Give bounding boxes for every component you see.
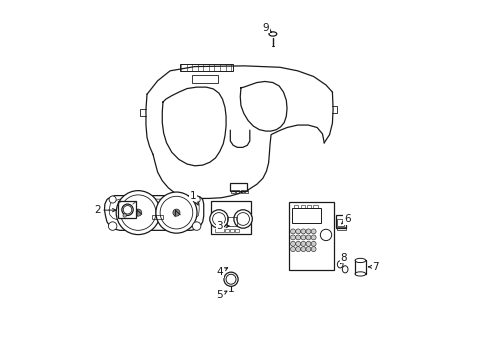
Ellipse shape bbox=[354, 258, 365, 262]
Polygon shape bbox=[104, 195, 203, 230]
Bar bbox=[241, 190, 244, 193]
Text: 4: 4 bbox=[216, 267, 227, 277]
Circle shape bbox=[108, 222, 117, 230]
Text: 7: 7 bbox=[368, 262, 378, 272]
Ellipse shape bbox=[268, 32, 276, 36]
Circle shape bbox=[134, 209, 142, 216]
Circle shape bbox=[209, 210, 228, 228]
Circle shape bbox=[156, 192, 197, 233]
Bar bbox=[192, 75, 217, 82]
Circle shape bbox=[224, 272, 238, 286]
Circle shape bbox=[300, 241, 305, 246]
Bar bbox=[226, 217, 237, 226]
Circle shape bbox=[290, 241, 295, 246]
Bar bbox=[236, 190, 239, 193]
Ellipse shape bbox=[354, 272, 365, 276]
Bar bbox=[220, 229, 224, 233]
Bar bbox=[231, 190, 234, 193]
Text: 6: 6 bbox=[341, 214, 350, 224]
Bar bbox=[235, 229, 238, 233]
Bar bbox=[335, 215, 345, 228]
Circle shape bbox=[300, 247, 305, 252]
Bar bbox=[300, 205, 304, 208]
Circle shape bbox=[295, 241, 300, 246]
Circle shape bbox=[295, 247, 300, 252]
Circle shape bbox=[290, 229, 295, 234]
Circle shape bbox=[310, 229, 315, 234]
Circle shape bbox=[310, 247, 315, 252]
Circle shape bbox=[122, 204, 133, 215]
Text: 9: 9 bbox=[262, 23, 271, 33]
Bar bbox=[118, 201, 136, 218]
Circle shape bbox=[300, 229, 305, 234]
Circle shape bbox=[295, 229, 300, 234]
Circle shape bbox=[116, 191, 160, 235]
Circle shape bbox=[300, 235, 305, 240]
Bar bbox=[337, 219, 343, 226]
Circle shape bbox=[310, 241, 315, 246]
Circle shape bbox=[305, 241, 310, 246]
Bar bbox=[336, 228, 345, 230]
Text: 3: 3 bbox=[216, 221, 229, 231]
Circle shape bbox=[305, 229, 310, 234]
Bar bbox=[225, 229, 228, 233]
Circle shape bbox=[192, 222, 201, 230]
Circle shape bbox=[320, 229, 331, 240]
Circle shape bbox=[290, 247, 295, 252]
Bar bbox=[152, 215, 163, 219]
Circle shape bbox=[122, 214, 126, 217]
Text: 1: 1 bbox=[189, 191, 198, 205]
Circle shape bbox=[305, 235, 310, 240]
Bar bbox=[313, 205, 317, 208]
Bar bbox=[230, 183, 247, 191]
Bar bbox=[215, 229, 219, 233]
Circle shape bbox=[305, 247, 310, 252]
Circle shape bbox=[290, 235, 295, 240]
Text: 8: 8 bbox=[340, 253, 346, 264]
Circle shape bbox=[173, 209, 180, 216]
Text: 2: 2 bbox=[94, 205, 116, 215]
Circle shape bbox=[109, 196, 116, 203]
Bar bbox=[180, 64, 233, 71]
Text: 5: 5 bbox=[216, 290, 226, 300]
Bar bbox=[306, 205, 310, 208]
Bar bbox=[288, 202, 333, 270]
Circle shape bbox=[310, 235, 315, 240]
Circle shape bbox=[233, 210, 252, 228]
Circle shape bbox=[193, 196, 200, 203]
Bar bbox=[354, 260, 365, 274]
Bar bbox=[210, 201, 250, 234]
Bar bbox=[292, 208, 320, 223]
Circle shape bbox=[295, 235, 300, 240]
Bar bbox=[230, 229, 233, 233]
Bar bbox=[244, 190, 248, 193]
Bar bbox=[293, 205, 298, 208]
